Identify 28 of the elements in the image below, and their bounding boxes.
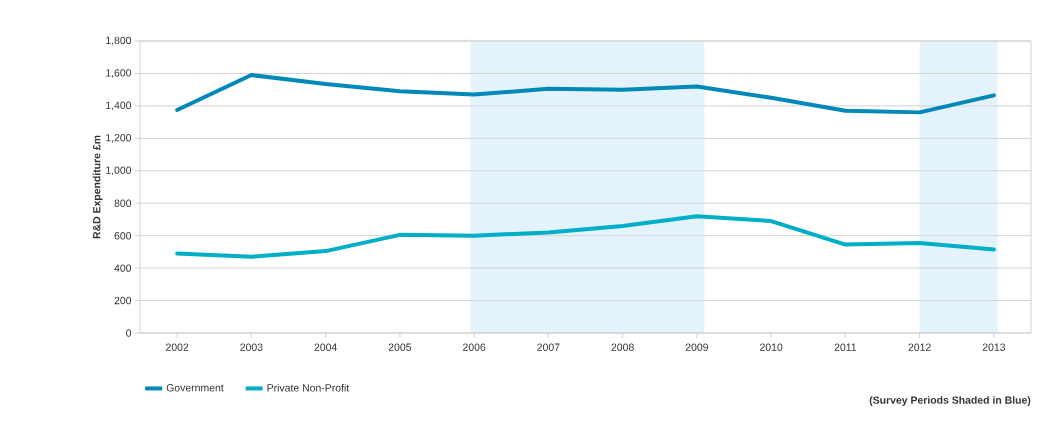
y-tick-label: 0 (126, 329, 132, 337)
x-tick-label: 2009 (685, 343, 709, 351)
y-tick-label: 200 (114, 296, 132, 305)
y-tick-label: 1,800 (106, 36, 132, 46)
x-tick-label: 2004 (314, 343, 337, 351)
x-tick-label: 2013 (982, 343, 1006, 351)
legend-label: Private Non-Profit (267, 383, 350, 392)
text: (Survey Periods Shaded in Blue) (869, 396, 1031, 406)
y-tick-label: 400 (114, 264, 132, 272)
x-tick-label: 2005 (388, 343, 412, 351)
x-tick-label: 2008 (611, 343, 634, 351)
x-tick-label: 2003 (240, 343, 263, 351)
x-tick-label: 2007 (537, 343, 560, 351)
line-series (175, 214, 996, 259)
y-tick-label: 1,000 (106, 166, 132, 176)
x-tick-label: 2002 (166, 343, 189, 351)
y-tick-label: 800 (114, 199, 132, 207)
y-tick-label: 1,600 (106, 69, 132, 78)
y-tick-label: 1,400 (106, 101, 132, 111)
x-tick-label: 2010 (760, 343, 783, 351)
x-tick-label: 2011 (834, 343, 857, 351)
x-tick-label: 2012 (908, 343, 931, 351)
line-series (175, 73, 996, 115)
y-tick-label: 1,200 (106, 134, 132, 143)
y-tick-label: 600 (114, 231, 132, 240)
x-tick-label: 2006 (463, 343, 486, 351)
legend-label: Government (166, 384, 224, 392)
y-axis-title: R&D Expenditure £m (92, 135, 103, 239)
